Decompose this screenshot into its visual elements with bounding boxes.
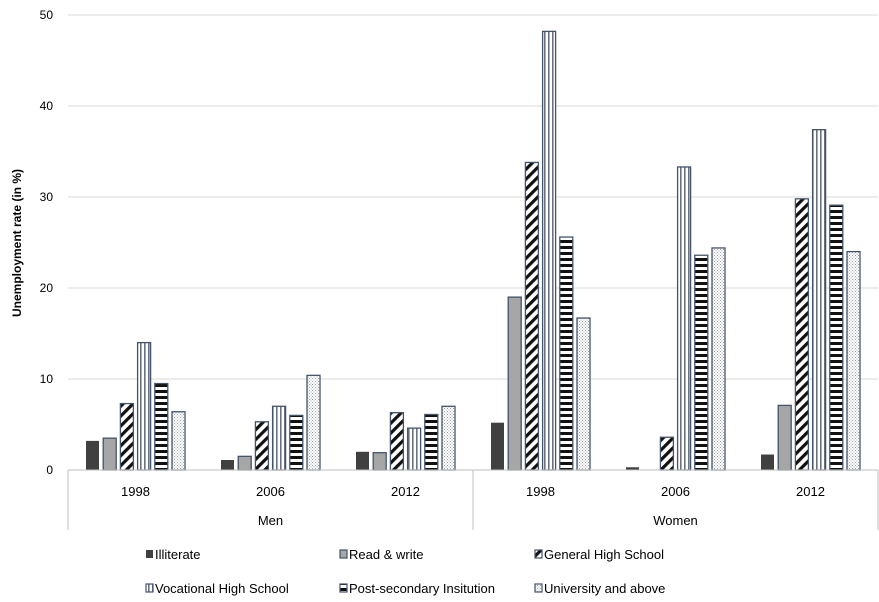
legend-swatch-dotted-fill-icon bbox=[534, 583, 543, 593]
bar bbox=[254, 421, 270, 471]
legend-label: Vocational High School bbox=[155, 581, 289, 596]
bar bbox=[829, 204, 844, 471]
bar bbox=[626, 467, 639, 470]
legend-label: Post-secondary Insitution bbox=[349, 581, 495, 596]
bar bbox=[86, 440, 99, 470]
legend-swatch-diagonal-stripes-icon bbox=[534, 549, 543, 559]
legend-swatch-solid-fill-icon bbox=[146, 550, 153, 558]
bar bbox=[221, 459, 234, 470]
bars bbox=[86, 30, 861, 471]
bar bbox=[372, 452, 387, 471]
legend-swatch-vertical-stripes-icon bbox=[145, 583, 154, 593]
legend-label: Illiterate bbox=[155, 547, 201, 562]
y-tick-label: 40 bbox=[40, 99, 54, 113]
bar bbox=[761, 454, 774, 470]
bar bbox=[356, 451, 369, 470]
bar bbox=[171, 411, 186, 471]
y-tick-label: 20 bbox=[40, 281, 54, 295]
bar bbox=[389, 412, 405, 471]
group-label: Women bbox=[653, 513, 698, 528]
x-tick-label: 2012 bbox=[796, 484, 825, 499]
bar bbox=[846, 250, 861, 471]
bar bbox=[102, 437, 117, 471]
y-tick-label: 50 bbox=[40, 8, 54, 22]
bar bbox=[576, 317, 591, 471]
bar bbox=[406, 427, 422, 471]
y-tick-label: 30 bbox=[40, 190, 54, 204]
y-tick-label: 0 bbox=[46, 463, 53, 477]
y-axis-ticks: 0 10 20 30 40 50 bbox=[40, 8, 54, 477]
legend-label: Read & write bbox=[349, 547, 423, 562]
legend: Illiterate Read & write General High Schoo… bbox=[145, 547, 665, 596]
y-axis-label: Unemployment rate (in %) bbox=[10, 169, 24, 317]
bar bbox=[794, 198, 810, 471]
x-tick-label: 2006 bbox=[661, 484, 690, 499]
y-tick-label: 10 bbox=[40, 372, 54, 386]
bar bbox=[694, 254, 709, 471]
legend-swatch-grey-fill-icon bbox=[339, 549, 348, 559]
bar bbox=[119, 402, 135, 471]
bar bbox=[524, 161, 540, 471]
x-tick-label: 2006 bbox=[256, 484, 285, 499]
bar bbox=[659, 436, 675, 471]
bar bbox=[559, 236, 574, 471]
x-axis: 1998 2006 2012 1998 2006 2012 Men Women bbox=[67, 469, 879, 530]
bar bbox=[541, 30, 557, 471]
bar bbox=[711, 247, 726, 471]
x-tick-label: 2012 bbox=[391, 484, 420, 499]
bar bbox=[154, 382, 169, 471]
bar bbox=[811, 129, 827, 471]
bar bbox=[289, 414, 304, 471]
x-tick-label: 1998 bbox=[121, 484, 150, 499]
bar bbox=[306, 374, 321, 471]
bar bbox=[777, 404, 792, 471]
bar bbox=[441, 405, 456, 471]
group-label: Men bbox=[258, 513, 283, 528]
gridlines bbox=[68, 14, 878, 380]
bar bbox=[491, 422, 504, 470]
legend-swatch-horizontal-stripes-icon bbox=[339, 583, 348, 593]
bar bbox=[676, 166, 692, 471]
bar bbox=[237, 455, 252, 471]
bar bbox=[507, 296, 522, 471]
bar bbox=[424, 413, 439, 471]
bar bbox=[136, 341, 152, 471]
bar bbox=[271, 405, 287, 471]
legend-label: General High School bbox=[544, 547, 664, 562]
x-tick-label: 1998 bbox=[526, 484, 555, 499]
legend-label: University and above bbox=[544, 581, 665, 596]
